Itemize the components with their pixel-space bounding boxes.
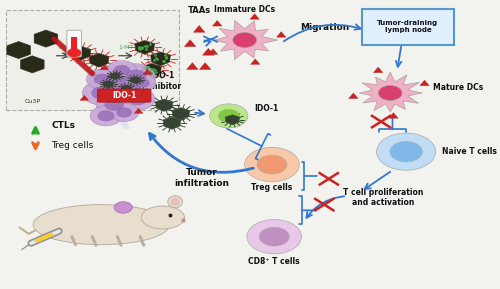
Polygon shape [100, 64, 109, 70]
Polygon shape [34, 30, 58, 47]
Circle shape [257, 155, 287, 174]
Circle shape [125, 70, 146, 83]
Text: Tumor
infiltration: Tumor infiltration [174, 168, 229, 188]
Text: Naive T cells: Naive T cells [442, 147, 496, 156]
FancyBboxPatch shape [67, 30, 82, 57]
Circle shape [114, 202, 132, 213]
Polygon shape [186, 63, 198, 70]
Circle shape [104, 99, 124, 110]
Circle shape [210, 104, 248, 128]
Polygon shape [250, 59, 260, 64]
Polygon shape [184, 40, 196, 47]
Polygon shape [388, 113, 398, 118]
Circle shape [244, 147, 299, 182]
FancyBboxPatch shape [98, 89, 151, 102]
Polygon shape [360, 72, 422, 112]
Circle shape [92, 87, 112, 99]
Polygon shape [164, 117, 180, 129]
Circle shape [67, 48, 82, 58]
Circle shape [102, 74, 126, 89]
Polygon shape [136, 90, 146, 97]
Text: IDO-1: IDO-1 [112, 91, 136, 100]
Polygon shape [71, 46, 91, 60]
Circle shape [247, 219, 302, 254]
Polygon shape [130, 77, 140, 84]
Polygon shape [348, 93, 358, 99]
Text: CTLs: CTLs [52, 121, 76, 130]
Polygon shape [194, 25, 205, 32]
Polygon shape [134, 108, 143, 113]
Text: CD8⁺ T cells: CD8⁺ T cells [248, 257, 300, 266]
Ellipse shape [33, 205, 170, 245]
Circle shape [376, 133, 436, 170]
Polygon shape [212, 21, 222, 26]
Circle shape [98, 111, 114, 121]
Polygon shape [143, 69, 152, 74]
Polygon shape [150, 52, 171, 66]
Text: Treg cells: Treg cells [52, 141, 94, 150]
Text: TAAs: TAAs [188, 6, 211, 15]
Polygon shape [7, 41, 30, 59]
Circle shape [233, 33, 256, 47]
Polygon shape [122, 85, 132, 92]
Text: Treg cells: Treg cells [252, 183, 292, 192]
Ellipse shape [168, 196, 182, 208]
Circle shape [128, 74, 156, 92]
Polygon shape [276, 32, 286, 37]
Circle shape [110, 103, 138, 122]
Polygon shape [208, 49, 218, 54]
Text: Tumor-draining
lymph node: Tumor-draining lymph node [378, 20, 438, 33]
Polygon shape [374, 67, 383, 73]
Polygon shape [86, 73, 131, 129]
Polygon shape [250, 14, 260, 19]
FancyBboxPatch shape [72, 37, 77, 53]
Circle shape [116, 108, 132, 117]
Text: Migration: Migration [300, 23, 349, 32]
Polygon shape [226, 115, 239, 125]
FancyBboxPatch shape [362, 9, 454, 45]
Circle shape [259, 227, 289, 246]
Polygon shape [142, 63, 162, 77]
Polygon shape [172, 108, 190, 120]
Polygon shape [110, 72, 120, 79]
Circle shape [114, 65, 130, 75]
Polygon shape [103, 81, 114, 88]
Circle shape [120, 88, 155, 110]
Circle shape [94, 74, 110, 84]
Text: Immature DCs: Immature DCs [214, 5, 275, 14]
Ellipse shape [141, 206, 184, 229]
Circle shape [96, 93, 132, 116]
Text: 1-MT: 1-MT [118, 45, 133, 50]
Circle shape [90, 106, 122, 126]
Circle shape [129, 94, 147, 105]
Circle shape [118, 84, 140, 97]
Polygon shape [202, 48, 214, 55]
Circle shape [390, 141, 422, 162]
Polygon shape [214, 21, 278, 60]
Circle shape [86, 69, 118, 89]
Circle shape [116, 64, 156, 89]
Circle shape [82, 81, 120, 105]
Circle shape [90, 67, 138, 97]
Polygon shape [90, 53, 109, 67]
Circle shape [218, 109, 240, 123]
Circle shape [108, 77, 150, 104]
Ellipse shape [170, 198, 179, 206]
Text: IDO-1
inhibitor: IDO-1 inhibitor [144, 71, 182, 91]
Polygon shape [156, 99, 173, 111]
Polygon shape [80, 95, 88, 100]
Text: HA: HA [58, 45, 68, 50]
Text: T cell proliferation
and activation: T cell proliferation and activation [343, 188, 423, 207]
Circle shape [107, 61, 137, 79]
FancyBboxPatch shape [6, 10, 178, 110]
Text: Mature DCs: Mature DCs [434, 83, 484, 92]
Polygon shape [135, 40, 154, 54]
Text: IDO-1: IDO-1 [254, 104, 278, 113]
Text: Cu3P: Cu3P [24, 99, 40, 104]
Circle shape [378, 86, 402, 100]
Polygon shape [200, 63, 211, 70]
Polygon shape [20, 56, 44, 73]
Circle shape [136, 79, 149, 88]
Polygon shape [420, 80, 430, 86]
